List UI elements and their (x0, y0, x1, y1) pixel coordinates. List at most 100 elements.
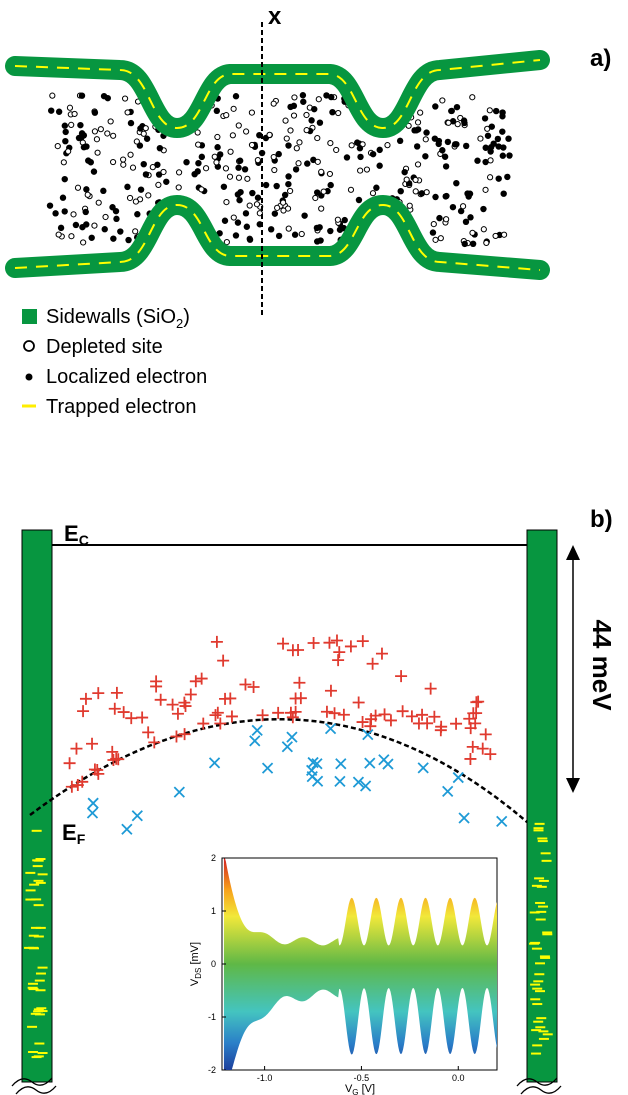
donor-state (375, 647, 388, 660)
panel-label: b) (590, 506, 613, 533)
localized-electron (236, 157, 244, 164)
depleted-site (95, 199, 102, 206)
depleted-site (406, 202, 413, 209)
donor-state (479, 728, 492, 741)
localized-electron (59, 194, 67, 201)
localized-electron (61, 122, 69, 129)
depleted-site (149, 164, 156, 171)
donor-state (209, 709, 222, 722)
depleted-site (314, 158, 321, 165)
donor-state (179, 700, 192, 713)
donor-state (469, 717, 482, 730)
donor-state (63, 757, 76, 770)
localized-electron (480, 205, 487, 213)
donor-state (416, 708, 429, 721)
donor-state (70, 742, 83, 755)
localized-electron (221, 217, 229, 224)
depleted-site (195, 141, 202, 148)
donor-state (356, 716, 369, 729)
donor-state (421, 717, 434, 730)
localized-electron (465, 193, 472, 200)
localized-electron (462, 142, 470, 150)
ef-label: EF (62, 820, 86, 847)
localized-electron (262, 181, 270, 189)
localized-electron (343, 154, 351, 161)
depleted-site (445, 119, 452, 126)
donor-state (424, 682, 437, 695)
depleted-site (65, 148, 72, 155)
depleted-site (254, 157, 261, 164)
depleted-site (483, 239, 490, 247)
donor-state (178, 728, 191, 741)
localized-electron (453, 179, 460, 187)
depleted-site (107, 118, 114, 125)
localized-electron (62, 128, 69, 136)
depleted-site (129, 164, 137, 171)
localized-electron (220, 183, 228, 190)
donor-state (166, 698, 179, 711)
localized-electron (488, 123, 495, 130)
localized-electron (397, 187, 404, 195)
localized-electron (500, 144, 507, 151)
sidewall-left (21, 529, 53, 1083)
localized-electron (52, 210, 59, 217)
localized-electron (117, 228, 124, 235)
depleted-site (227, 148, 234, 155)
trapped-bottom (14, 203, 541, 271)
donor-state (466, 740, 479, 753)
localized-electron (441, 153, 449, 160)
localized-electron (216, 151, 224, 158)
depleted-site (109, 158, 117, 166)
donor-state (470, 696, 483, 709)
localized-electron (304, 160, 311, 167)
break-marks (11, 1077, 562, 1095)
legend-text: Depleted site (46, 336, 163, 358)
localized-electron (313, 224, 321, 232)
donor-state (106, 745, 119, 758)
depleted-site (295, 160, 302, 167)
depleted-site (318, 205, 325, 212)
depleted-site (104, 130, 111, 137)
depleted-site (303, 111, 310, 119)
donor-state (464, 752, 477, 765)
localized-electron (234, 219, 242, 226)
inset-xtick: -1.0 (257, 1073, 273, 1083)
donor-state (189, 675, 202, 688)
depleted-site (229, 132, 236, 139)
depleted-site (443, 216, 450, 223)
depleted-site (121, 95, 129, 102)
donor-state (476, 742, 489, 755)
depleted-site (244, 175, 251, 182)
localized-electron (449, 203, 457, 211)
inset-lower (223, 964, 497, 1070)
depleted-site (285, 225, 292, 232)
localized-electron (83, 221, 90, 228)
localized-electron (72, 221, 80, 229)
localized-electron (88, 234, 95, 241)
localized-electron (323, 92, 330, 99)
localized-electron (469, 240, 477, 248)
donor-state (294, 692, 307, 705)
donor-state (247, 681, 260, 694)
localized-electron (500, 190, 507, 197)
legend-dot (25, 373, 33, 381)
depleted-site (326, 170, 334, 178)
localized-electron (341, 216, 348, 224)
donor-state (378, 708, 391, 721)
donor-state (328, 707, 341, 720)
localized-electron (418, 190, 426, 197)
localized-electron (505, 135, 512, 142)
acceptor-state (442, 785, 454, 797)
legend-text: Sidewalls (SiO2) (46, 306, 190, 331)
depleted-site (91, 222, 98, 229)
sites (46, 92, 513, 248)
localized-electron (142, 171, 150, 178)
inset-ytick: 1 (211, 906, 216, 916)
acceptor-state (452, 771, 464, 784)
localized-electron (369, 150, 377, 158)
donor-state (214, 717, 227, 730)
depleted-site (80, 239, 87, 246)
depleted-site (246, 202, 253, 209)
localized-electron (275, 150, 282, 158)
localized-electron (287, 103, 294, 111)
